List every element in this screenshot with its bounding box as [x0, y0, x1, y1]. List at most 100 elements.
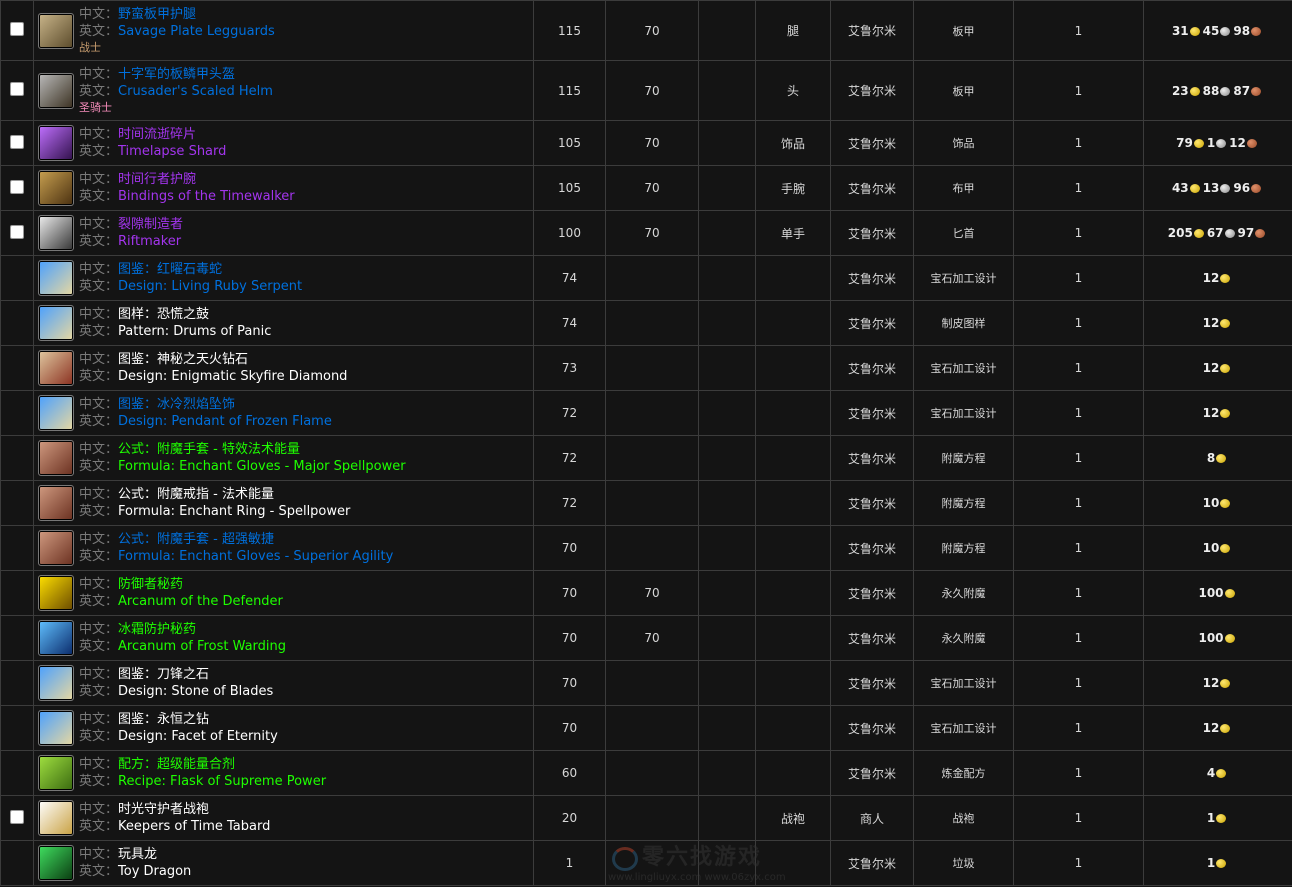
item-checkbox[interactable] — [10, 82, 24, 96]
chinese-name[interactable]: 野蛮板甲护腿 — [118, 7, 197, 22]
chinese-name[interactable]: 时间流逝碎片 — [118, 127, 197, 142]
price-cell: 12 — [1143, 300, 1292, 346]
empty-cell — [698, 120, 756, 166]
chinese-name[interactable]: 图样：恐慌之鼓 — [118, 307, 210, 322]
item-checkbox[interactable] — [10, 179, 24, 194]
chinese-name[interactable]: 图鉴：红曜石毒蛇 — [118, 262, 223, 277]
shard-icon[interactable] — [38, 125, 74, 161]
chinese-name[interactable]: 裂隙制造者 — [118, 217, 184, 232]
tabard-icon[interactable] — [38, 800, 74, 836]
english-name[interactable]: Timelapse Shard — [118, 144, 227, 159]
formula-icon[interactable] — [38, 440, 74, 476]
scroll-icon[interactable] — [38, 395, 74, 431]
english-name[interactable]: Crusader's Scaled Helm — [118, 84, 273, 99]
english-name[interactable]: Toy Dragon — [118, 864, 192, 879]
source-cell: 艾鲁尔米 — [830, 840, 914, 886]
scroll-icon[interactable] — [38, 350, 74, 386]
chinese-name[interactable]: 玩具龙 — [118, 847, 158, 862]
chinese-name[interactable]: 图鉴：永恒之钻 — [118, 712, 210, 727]
price-amount: 100 — [1198, 631, 1224, 645]
price-amount: 1 — [1206, 856, 1216, 870]
frost-arcanum-icon[interactable] — [38, 620, 74, 656]
price-cell: 4 — [1143, 750, 1292, 796]
quantity: 1 — [1074, 496, 1083, 510]
english-name[interactable]: Formula: Enchant Gloves - Major Spellpow… — [118, 459, 406, 474]
arcanum-icon[interactable] — [38, 575, 74, 611]
price-amount: 1 — [1206, 136, 1216, 150]
chinese-name[interactable]: 公式：附魔戒指 - 法术能量 — [118, 487, 274, 502]
formula-icon[interactable] — [38, 530, 74, 566]
formula-icon[interactable] — [38, 485, 74, 521]
scroll-icon[interactable] — [38, 305, 74, 341]
scroll-icon[interactable] — [38, 710, 74, 746]
item-checkbox[interactable] — [10, 22, 24, 36]
scroll-icon[interactable] — [38, 665, 74, 701]
item-checkbox[interactable] — [10, 809, 24, 824]
chinese-name[interactable]: 图鉴：冰冷烈焰坠饰 — [118, 397, 236, 412]
price-amount: 1 — [1206, 811, 1216, 825]
dragon-icon[interactable] — [38, 845, 74, 881]
english-name[interactable]: Arcanum of the Defender — [118, 594, 283, 609]
english-name[interactable]: Keepers of Time Tabard — [118, 819, 271, 834]
source: 艾鲁尔米 — [847, 406, 896, 421]
empty-cell — [698, 705, 756, 751]
empty-cell — [698, 210, 756, 256]
english-name[interactable]: Savage Plate Legguards — [118, 24, 275, 39]
english-name-line: 英文：Crusader's Scaled Helm — [79, 83, 273, 100]
chinese-name[interactable]: 公式：附魔手套 - 特效法术能量 — [118, 442, 300, 457]
english-name[interactable]: Design: Stone of Blades — [118, 684, 274, 699]
english-name[interactable]: Formula: Enchant Gloves - Superior Agili… — [118, 549, 394, 564]
required-level-cell — [605, 705, 699, 751]
table-row: 中文：公式：附魔手套 - 超强敏捷 英文：Formula: Enchant Glo… — [0, 525, 1292, 571]
price-amount: 98 — [1233, 23, 1251, 38]
english-name[interactable]: Arcanum of Frost Warding — [118, 639, 287, 654]
item-type: 永久附魔 — [941, 587, 986, 600]
source-cell: 艾鲁尔米 — [830, 300, 914, 346]
bracer-icon[interactable] — [38, 170, 74, 206]
item-name: 中文：配方：超级能量合剂 英文：Recipe: Flask of Supreme … — [34, 755, 533, 791]
item-level: 100 — [558, 226, 581, 240]
price-cell: 12 — [1143, 660, 1292, 706]
price-cell: 8 — [1143, 435, 1292, 481]
chinese-name[interactable]: 时间行者护腕 — [118, 172, 197, 187]
chinese-name[interactable]: 时光守护者战袍 — [118, 802, 210, 817]
english-name[interactable]: Design: Pendant of Frozen Flame — [118, 414, 332, 429]
table-row: 中文：时间行者护腕 英文：Bindings of the Timewalker 10… — [0, 165, 1292, 211]
dagger-icon[interactable] — [38, 215, 74, 251]
item-type-cell: 垃圾 — [913, 840, 1014, 886]
english-name[interactable]: Design: Living Ruby Serpent — [118, 279, 303, 294]
chinese-name[interactable]: 冰霜防护秘药 — [118, 622, 197, 637]
chinese-name[interactable]: 防御者秘药 — [118, 577, 184, 592]
english-name[interactable]: Recipe: Flask of Supreme Power — [118, 774, 327, 789]
chinese-name[interactable]: 十字军的板鳞甲头盔 — [118, 67, 236, 82]
quantity-cell: 1 — [1013, 255, 1144, 301]
english-name[interactable]: Design: Enigmatic Skyfire Diamond — [118, 369, 348, 384]
chinese-name[interactable]: 配方：超级能量合剂 — [118, 757, 236, 772]
item-checkbox[interactable] — [10, 134, 24, 149]
item-name-cell: 中文：公式：附魔戒指 - 法术能量 英文：Formula: Enchant Rin… — [33, 480, 534, 526]
english-name[interactable]: Riftmaker — [118, 234, 182, 249]
item-names: 中文：防御者秘药 英文：Arcanum of the Defender — [79, 576, 283, 610]
english-name[interactable]: Bindings of the Timewalker — [118, 189, 295, 204]
recipe-icon[interactable] — [38, 755, 74, 791]
item-checkbox[interactable] — [10, 224, 24, 239]
chinese-name[interactable]: 图鉴：神秘之天火钻石 — [118, 352, 249, 367]
legguards-icon[interactable] — [38, 12, 74, 49]
scroll-icon[interactable] — [38, 260, 74, 296]
english-name[interactable]: Formula: Enchant Ring - Spellpower — [118, 504, 351, 519]
english-name[interactable]: Pattern: Drums of Panic — [118, 324, 272, 339]
source: 艾鲁尔米 — [847, 316, 896, 331]
source-cell: 艾鲁尔米 — [830, 0, 914, 61]
source: 艾鲁尔米 — [847, 271, 896, 286]
chinese-name[interactable]: 公式：附魔手套 - 超强敏捷 — [118, 532, 274, 547]
english-name-line: 英文：Formula: Enchant Gloves - Major Spell… — [79, 458, 406, 475]
required-level: 70 — [644, 226, 660, 240]
source-cell: 艾鲁尔米 — [830, 525, 914, 571]
helm-icon[interactable] — [38, 72, 74, 109]
item-name: 中文：图鉴：刀锋之石 英文：Design: Stone of Blades — [34, 665, 533, 701]
english-name[interactable]: Design: Facet of Eternity — [118, 729, 278, 744]
slot-cell — [755, 750, 831, 796]
english-name-label: 英文： — [79, 504, 119, 519]
chinese-name[interactable]: 图鉴：刀锋之石 — [118, 667, 210, 682]
checkbox-cell — [0, 750, 34, 796]
